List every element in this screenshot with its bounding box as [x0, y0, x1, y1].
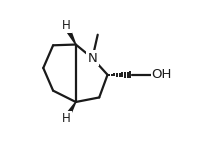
Text: N: N: [88, 52, 97, 65]
Text: H: H: [62, 112, 70, 125]
Polygon shape: [63, 24, 76, 45]
Text: H: H: [62, 19, 70, 32]
Text: OH: OH: [151, 68, 172, 81]
Polygon shape: [64, 102, 76, 120]
